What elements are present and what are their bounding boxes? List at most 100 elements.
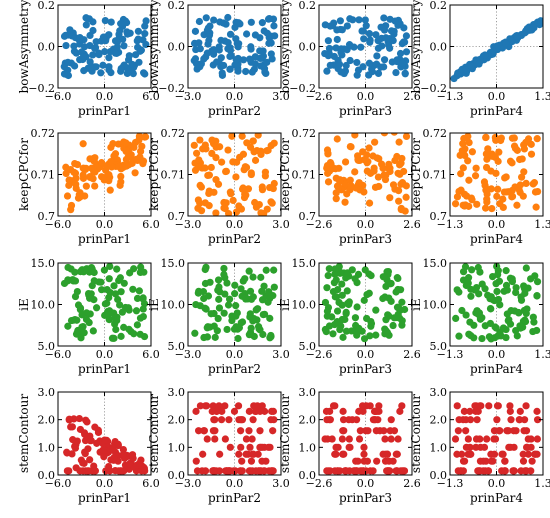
- data-point: [323, 146, 332, 154]
- x-tick-label: −3.0: [175, 348, 202, 361]
- x-axis-label: prinPar4: [470, 491, 523, 505]
- data-point: [60, 70, 69, 78]
- data-point: [247, 45, 255, 53]
- data-point: [460, 457, 469, 465]
- data-point: [135, 287, 143, 295]
- data-point: [466, 407, 474, 415]
- data-point: [196, 63, 204, 71]
- data-point: [384, 267, 392, 276]
- data-point: [393, 152, 401, 161]
- data-point: [402, 32, 411, 40]
- data-point: [380, 26, 389, 34]
- points-group: [323, 133, 411, 215]
- data-point: [241, 163, 249, 171]
- data-point: [450, 74, 458, 83]
- data-point: [110, 334, 118, 342]
- data-point: [214, 180, 223, 188]
- data-point: [117, 332, 125, 340]
- y-tick-label: 10.0: [31, 299, 56, 312]
- data-point: [99, 33, 108, 41]
- data-point: [375, 182, 383, 191]
- data-point: [208, 149, 216, 158]
- data-point: [115, 163, 123, 171]
- data-point: [124, 304, 132, 312]
- data-point: [508, 275, 516, 283]
- data-point: [221, 274, 229, 282]
- y-axis-label: keepCPCfor: [278, 138, 292, 211]
- data-point: [339, 333, 347, 341]
- data-point: [223, 325, 231, 334]
- data-point: [322, 407, 331, 415]
- data-point: [353, 416, 361, 424]
- data-point: [194, 289, 202, 297]
- data-point: [336, 17, 344, 25]
- data-point: [472, 283, 481, 292]
- data-point: [346, 443, 354, 451]
- data-point: [480, 443, 489, 451]
- data-point: [358, 27, 366, 35]
- data-point: [243, 30, 251, 38]
- data-point: [323, 67, 331, 75]
- data-point: [362, 22, 370, 30]
- data-point: [192, 457, 200, 465]
- data-point: [215, 46, 223, 54]
- data-point: [508, 38, 516, 46]
- data-point: [510, 467, 518, 475]
- y-tick-label: 5.0: [430, 340, 448, 353]
- data-point: [64, 322, 72, 330]
- data-point: [382, 327, 390, 335]
- y-tick-label: 2.0: [430, 414, 448, 427]
- data-point: [268, 407, 276, 415]
- data-point: [110, 282, 118, 290]
- data-point: [94, 428, 103, 437]
- data-point: [70, 47, 79, 55]
- panel-iE-vs-prinPar4: −1.3 0.0 1.3 15.0 10.0 5.0 prinPar4 iE: [409, 257, 550, 376]
- data-point: [238, 318, 247, 326]
- data-point: [99, 446, 107, 454]
- data-point: [241, 275, 249, 283]
- data-point: [223, 279, 231, 287]
- data-point: [482, 186, 490, 194]
- data-point: [462, 66, 470, 74]
- data-point: [459, 164, 467, 172]
- x-axis-label: prinPar4: [470, 232, 523, 246]
- data-point: [86, 294, 94, 302]
- data-point: [393, 57, 401, 66]
- data-point: [125, 460, 134, 468]
- data-point: [214, 276, 223, 284]
- data-point: [82, 14, 90, 22]
- data-point: [356, 427, 364, 435]
- data-point: [258, 457, 266, 465]
- data-point: [79, 140, 87, 148]
- data-point: [496, 301, 504, 309]
- data-point: [62, 41, 70, 50]
- data-point: [529, 180, 537, 188]
- data-point: [64, 263, 72, 272]
- data-point: [239, 56, 248, 64]
- y-tick-label: 0.2: [430, 0, 448, 12]
- data-point: [462, 311, 470, 319]
- data-point: [342, 274, 350, 282]
- data-point: [373, 52, 381, 60]
- data-point: [238, 133, 246, 140]
- data-point: [368, 68, 376, 76]
- data-point: [215, 402, 223, 410]
- data-point: [266, 443, 274, 451]
- points-group: [60, 263, 149, 342]
- data-point: [250, 148, 258, 156]
- data-point: [360, 443, 368, 451]
- data-point: [192, 407, 200, 415]
- data-point: [451, 200, 460, 208]
- data-point: [257, 62, 265, 70]
- data-point: [499, 324, 508, 332]
- data-point: [237, 427, 245, 435]
- data-point: [217, 36, 225, 44]
- data-point: [64, 58, 72, 66]
- data-point: [523, 443, 531, 451]
- data-point: [395, 197, 403, 205]
- data-point: [248, 68, 256, 76]
- data-point: [333, 307, 342, 315]
- data-point: [335, 60, 344, 68]
- data-point: [231, 281, 239, 289]
- y-tick-label: 0.0: [38, 41, 56, 54]
